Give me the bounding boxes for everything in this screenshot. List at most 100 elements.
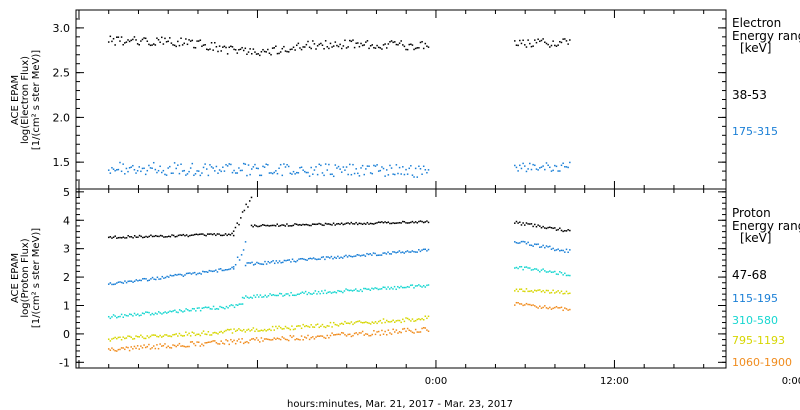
data-point bbox=[196, 333, 198, 336]
data-point bbox=[111, 166, 113, 169]
data-point bbox=[170, 42, 173, 44]
data-point bbox=[356, 290, 359, 292]
data-point bbox=[142, 278, 144, 280]
data-point bbox=[165, 334, 168, 336]
data-point bbox=[174, 236, 177, 238]
data-point bbox=[194, 344, 197, 347]
data-point bbox=[255, 225, 258, 227]
data-point bbox=[316, 173, 319, 176]
data-point bbox=[201, 172, 203, 174]
data-point bbox=[257, 53, 259, 55]
data-point bbox=[287, 51, 290, 53]
data-point bbox=[557, 44, 559, 46]
data-point bbox=[395, 320, 398, 322]
data-point bbox=[300, 224, 303, 226]
data-point bbox=[262, 296, 265, 298]
data-point bbox=[360, 222, 362, 225]
data-point bbox=[545, 245, 548, 247]
data-point bbox=[116, 337, 118, 340]
data-point bbox=[389, 332, 391, 334]
data-point bbox=[379, 319, 382, 322]
data-point bbox=[393, 285, 396, 288]
data-point bbox=[340, 331, 343, 334]
data-point bbox=[170, 172, 173, 174]
data-point bbox=[567, 251, 569, 254]
data-point bbox=[299, 47, 301, 49]
data-point bbox=[555, 229, 558, 231]
data-point bbox=[530, 223, 533, 225]
data-point bbox=[188, 39, 190, 41]
data-point bbox=[239, 329, 242, 331]
data-point bbox=[169, 335, 171, 337]
data-point bbox=[284, 325, 287, 328]
data-point bbox=[244, 163, 247, 165]
data-point bbox=[128, 335, 131, 338]
data-point bbox=[185, 272, 188, 275]
data-point bbox=[297, 224, 299, 226]
data-point bbox=[337, 325, 340, 327]
data-point bbox=[153, 313, 155, 316]
data-point bbox=[560, 164, 563, 167]
data-point bbox=[154, 334, 157, 336]
data-point bbox=[143, 344, 145, 346]
data-point bbox=[278, 225, 280, 227]
data-point bbox=[307, 257, 310, 260]
data-point bbox=[196, 307, 199, 309]
data-point bbox=[119, 281, 121, 283]
data-point bbox=[552, 247, 554, 250]
data-point bbox=[527, 168, 529, 170]
data-point bbox=[143, 167, 145, 170]
data-point bbox=[369, 45, 372, 47]
data-point bbox=[376, 331, 378, 333]
data-point bbox=[372, 288, 375, 290]
data-point bbox=[119, 236, 121, 239]
data-point bbox=[119, 315, 121, 318]
data-point bbox=[111, 40, 113, 43]
data-point bbox=[253, 294, 255, 297]
data-point bbox=[385, 253, 388, 255]
data-point bbox=[259, 54, 261, 57]
data-point bbox=[371, 321, 374, 323]
data-point bbox=[157, 39, 160, 41]
data-point bbox=[138, 348, 141, 350]
data-point bbox=[138, 44, 141, 46]
data-point bbox=[248, 200, 251, 202]
data-point bbox=[209, 341, 211, 343]
data-point bbox=[300, 327, 303, 330]
data-point bbox=[416, 318, 419, 321]
data-point bbox=[358, 290, 360, 292]
data-point bbox=[252, 327, 255, 329]
data-point bbox=[305, 324, 308, 327]
data-point bbox=[515, 288, 518, 291]
data-point bbox=[249, 296, 252, 299]
data-point bbox=[519, 164, 521, 167]
data-point bbox=[133, 312, 136, 315]
data-point bbox=[224, 307, 226, 310]
data-point bbox=[331, 46, 333, 48]
data-point bbox=[408, 286, 410, 288]
data-point bbox=[293, 294, 296, 297]
data-point bbox=[264, 260, 266, 263]
data-point bbox=[377, 320, 380, 323]
data-point bbox=[203, 271, 206, 273]
data-point bbox=[198, 272, 201, 274]
data-point bbox=[365, 168, 367, 170]
data-point bbox=[542, 165, 544, 167]
data-point bbox=[384, 330, 386, 333]
data-point bbox=[292, 170, 295, 173]
data-point bbox=[534, 223, 536, 226]
data-point bbox=[427, 330, 430, 332]
data-point bbox=[161, 336, 163, 338]
data-point bbox=[312, 40, 314, 42]
data-point bbox=[358, 175, 361, 177]
data-point bbox=[267, 338, 269, 341]
data-point bbox=[203, 307, 205, 309]
data-point bbox=[400, 222, 402, 224]
data-point bbox=[114, 349, 116, 352]
data-point bbox=[281, 224, 283, 226]
data-point bbox=[379, 221, 381, 224]
data-point bbox=[537, 243, 539, 245]
data-point bbox=[542, 38, 544, 40]
data-point bbox=[376, 44, 378, 47]
data-point bbox=[520, 240, 523, 243]
